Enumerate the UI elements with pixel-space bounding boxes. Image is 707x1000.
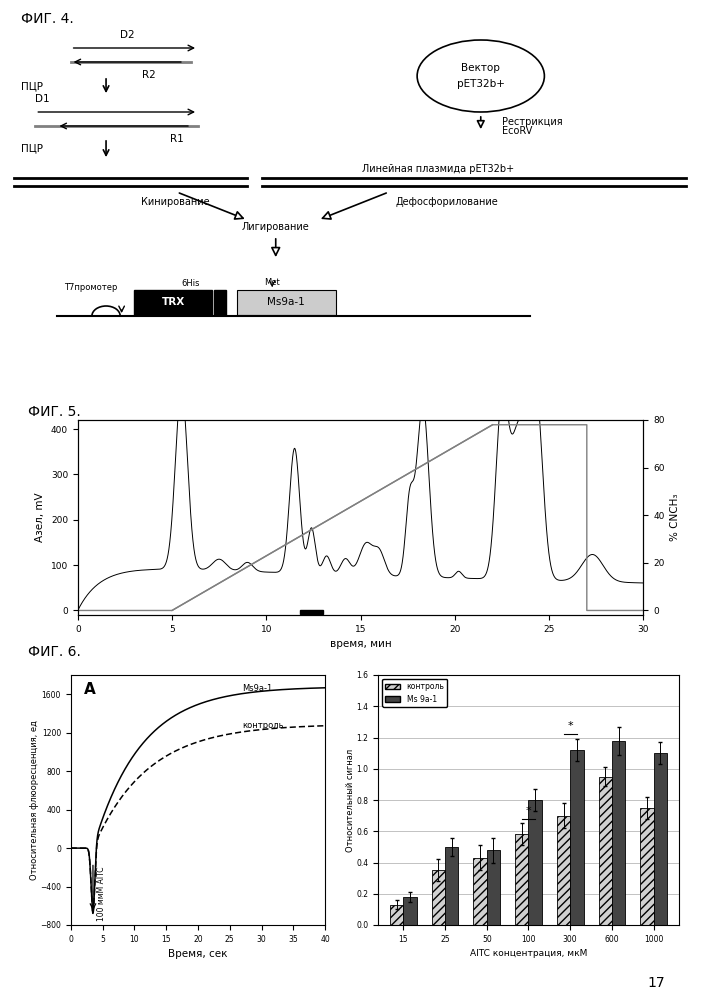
Text: Лигирование: Лигирование xyxy=(242,222,310,232)
Text: R1: R1 xyxy=(170,134,184,144)
Legend: контроль, Ms 9a-1: контроль, Ms 9a-1 xyxy=(382,679,448,707)
Bar xyxy=(654,753,667,925)
Y-axis label: Относительная флюоресценция, ед: Относительная флюоресценция, ед xyxy=(30,720,39,880)
Text: Рестрикция: Рестрикция xyxy=(502,117,563,127)
Text: Met: Met xyxy=(264,278,280,287)
Bar xyxy=(474,858,486,925)
Text: контроль: контроль xyxy=(243,721,284,730)
Text: Б: Б xyxy=(390,682,402,698)
Text: 6His: 6His xyxy=(182,279,200,288)
Text: EcoRV: EcoRV xyxy=(502,126,532,136)
Bar xyxy=(612,741,625,925)
Text: 17: 17 xyxy=(647,976,665,990)
Text: Ms9a-1: Ms9a-1 xyxy=(243,684,273,693)
Bar xyxy=(432,870,445,925)
Text: D2: D2 xyxy=(120,30,134,40)
Text: Линейная плазмида рЕТ32b+: Линейная плазмида рЕТ32b+ xyxy=(362,164,515,174)
Bar xyxy=(571,750,583,925)
Bar xyxy=(403,897,416,925)
Y-axis label: Aзел, mV: Aзел, mV xyxy=(35,493,45,542)
Text: ФИГ. 6.: ФИГ. 6. xyxy=(28,645,81,659)
Y-axis label: % CNCH₃: % CNCH₃ xyxy=(670,494,680,541)
FancyBboxPatch shape xyxy=(237,290,336,315)
Bar xyxy=(641,808,654,925)
FancyBboxPatch shape xyxy=(134,290,212,315)
Bar xyxy=(529,800,542,925)
X-axis label: AITC концентрация, мкМ: AITC концентрация, мкМ xyxy=(469,949,588,958)
Text: *: * xyxy=(568,721,573,731)
Text: А: А xyxy=(83,682,95,698)
FancyBboxPatch shape xyxy=(214,290,226,315)
Text: ФИГ. 5.: ФИГ. 5. xyxy=(28,405,81,419)
Bar xyxy=(557,816,571,925)
Text: TRX: TRX xyxy=(162,297,185,307)
Text: *: * xyxy=(526,806,531,816)
Text: T7промотер: T7промотер xyxy=(64,283,117,292)
Text: R2: R2 xyxy=(141,70,156,80)
Text: Дефосфорилование: Дефосфорилование xyxy=(396,197,498,207)
Text: D1: D1 xyxy=(35,94,50,104)
Text: ПЦР: ПЦР xyxy=(21,81,43,91)
Text: ФИГ. 4.: ФИГ. 4. xyxy=(21,12,74,26)
Bar xyxy=(515,834,528,925)
Text: Вектор: Вектор xyxy=(462,63,500,73)
Text: Ms9a-1: Ms9a-1 xyxy=(267,297,305,307)
Bar xyxy=(390,905,403,925)
X-axis label: время, мин: время, мин xyxy=(329,639,392,649)
Text: 100 ммМ AITC: 100 ммМ AITC xyxy=(97,867,106,921)
Y-axis label: Относительный сигнал: Относительный сигнал xyxy=(346,748,355,852)
X-axis label: Время, сек: Время, сек xyxy=(168,949,228,959)
Text: Кинирование: Кинирование xyxy=(141,197,210,207)
Bar xyxy=(445,847,458,925)
Text: pET32b+: pET32b+ xyxy=(457,79,505,89)
Bar xyxy=(300,610,323,614)
Text: ПЦР: ПЦР xyxy=(21,143,43,153)
Bar xyxy=(486,850,500,925)
Bar xyxy=(599,777,612,925)
